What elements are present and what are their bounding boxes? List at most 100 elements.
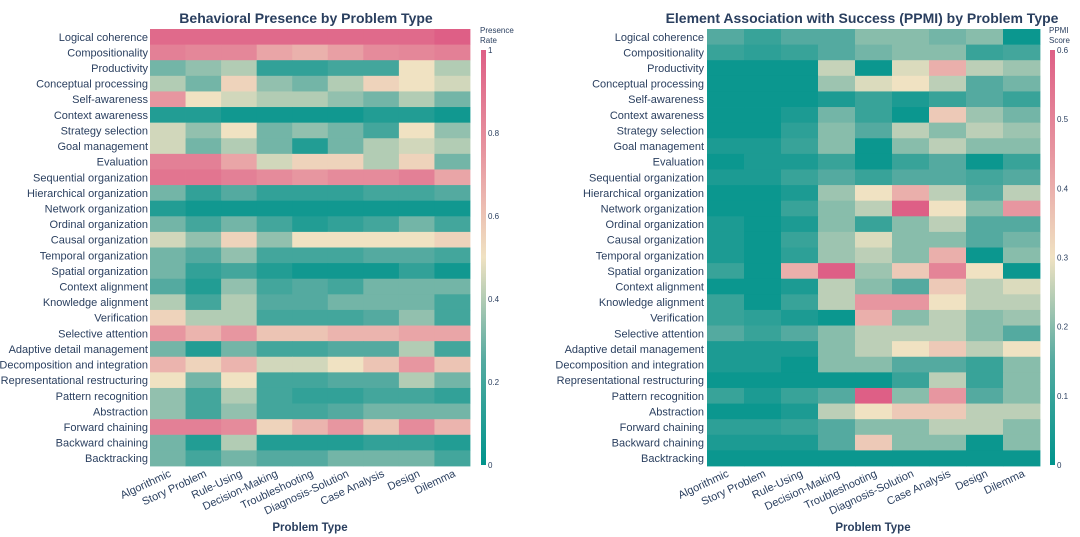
heatmap-cell: Hierarchical organization / Algorithmic:… <box>150 185 186 202</box>
heatmap-cell: Logical coherence / Rule-Using: 0.95 <box>221 29 258 46</box>
heatmap-cell: Backtracking / Algorithmic: 0.02 <box>707 450 745 467</box>
heatmap-cell: Adaptive detail management / Algorithmic… <box>150 341 186 358</box>
heatmap-cell: Backtracking / Troubleshooting: 0.02 <box>855 450 893 467</box>
heatmap-cell: Strategy selection / Story Problem: 0.35 <box>185 122 222 139</box>
row-tick-label: Goal management <box>58 141 149 153</box>
heatmap-cell: Backward chaining / Story Problem: 0.1 <box>185 434 222 451</box>
heatmap-cell: Spatial organization / Rule-Using: 0.2 <box>221 263 258 280</box>
heatmap-cell: Knowledge alignment / Diagnosis-Solution… <box>892 294 930 311</box>
heatmap-cell: Backward chaining / Story Problem: 0.05 <box>744 434 782 451</box>
heatmap-cell: Evaluation / Design: 0.55 <box>398 153 435 170</box>
heatmap-cell: Representational restructuring / Trouble… <box>855 372 893 389</box>
heatmap-cell: Network organization / Dilemma: 0.45 <box>1003 200 1041 217</box>
heatmap-cell: Productivity / Decision-Making: 0.26 <box>818 60 856 77</box>
heatmap-cell: Pattern recognition / Case Analysis: 0.4… <box>929 387 967 404</box>
heatmap-cell: Strategy selection / Design: 0.5 <box>398 122 435 139</box>
heatmap-cell: Goal management / Case Analysis: 0.4 <box>363 138 400 155</box>
heatmap-cell: Decomposition and integration / Diagnosi… <box>892 356 930 373</box>
heatmap-cell: Abstraction / Troubleshooting: 0.2 <box>292 403 329 420</box>
heatmap-cell: Representational restructuring / Case An… <box>929 372 967 389</box>
heatmap-cell: Knowledge alignment / Algorithmic: 0.1 <box>707 294 745 311</box>
heatmap-cell: Temporal organization / Diagnosis-Soluti… <box>892 247 930 264</box>
row-tick-label: Spatial organization <box>51 266 148 278</box>
heatmap-cell: Knowledge alignment / Algorithmic: 0.4 <box>150 294 186 311</box>
heatmap-cell: Conceptual processing / Design: 0.5 <box>398 75 435 92</box>
heatmap-cell: Conceptual processing / Dilemma: 0.45 <box>434 75 471 92</box>
heatmap-cell: Context awareness / Design: 0.1 <box>398 107 435 124</box>
heatmap-cell: Knowledge alignment / Troubleshooting: 0… <box>855 294 893 311</box>
heatmap-cell: Representational restructuring / Rule-Us… <box>781 372 819 389</box>
heatmap-cell: Conceptual processing / Decision-Making:… <box>818 75 856 92</box>
heatmap-cell: Hierarchical organization / Rule-Using: … <box>221 185 258 202</box>
row-tick-label: Forward chaining <box>620 422 704 434</box>
heatmap-cell: Compositionality / Dilemma: 0.12 <box>1003 44 1041 61</box>
heatmap-cell: Abstraction / Decision-Making: 0.25 <box>818 403 856 420</box>
heatmap-cell: Context alignment / Troubleshooting: 0.2 <box>855 278 893 295</box>
heatmap-cell: Sequential organization / Dilemma: 0.7 <box>434 169 471 186</box>
heatmap-cell: Hierarchical organization / Dilemma: 0.2… <box>1003 185 1041 202</box>
heatmap-cell: Abstraction / Diagnosis-Solution: 0.25 <box>327 403 364 420</box>
row-tick-label: Pattern recognition <box>612 391 704 403</box>
row-tick-label: Adaptive detail management <box>9 344 148 356</box>
heatmap-cell: Context alignment / Design: 0.25 <box>966 278 1004 295</box>
heatmap-cell: Temporal organization / Case Analysis: 0… <box>363 247 400 264</box>
heatmap-cell: Forward chaining / Story Problem: 0.85 <box>185 419 222 436</box>
heatmap-cell: Self-awareness / Decision-Making: 0.05 <box>818 91 856 108</box>
heatmap-cell: Forward chaining / Rule-Using: 0.8 <box>221 419 258 436</box>
colorbar-title: Presence <box>480 26 514 35</box>
heatmap-cell: Causal organization / Dilemma: 0.18 <box>1003 231 1041 248</box>
row-tick-label: Forward chaining <box>64 422 148 434</box>
heatmap-cell: Hierarchical organization / Algorithmic:… <box>707 185 745 202</box>
heatmap-cell: Pattern recognition / Design: 0.2 <box>398 387 435 404</box>
heatmap-cell: Productivity / Troubleshooting: 0.15 <box>292 60 329 77</box>
heatmap-cell: Spatial organization / Design: 0.15 <box>398 263 435 280</box>
heatmap-cell: Productivity / Dilemma: 0.22 <box>1003 60 1041 77</box>
heatmap-cell: Forward chaining / Dilemma: 0.65 <box>434 419 471 436</box>
row-tick-label: Temporal organization <box>40 250 148 262</box>
heatmap-cell: Strategy selection / Algorithmic: 0.45 <box>150 122 186 139</box>
heatmap-cell: Conceptual processing / Algorithmic: 0.0… <box>707 75 745 92</box>
heatmap-cell: Backward chaining / Rule-Using: 0.4 <box>221 434 258 451</box>
heatmap-cell: Representational restructuring / Dilemma… <box>1003 372 1041 389</box>
row-tick-label: Selective attention <box>58 328 148 340</box>
heatmap-cell: Forward chaining / Rule-Using: 0.1 <box>781 419 819 436</box>
heatmap-cell: Verification / Case Analysis: 0.25 <box>929 309 967 326</box>
heatmap-cell: Productivity / Design: 0.25 <box>966 60 1004 77</box>
heatmap-cell: Productivity / Case Analysis: 0.4 <box>929 60 967 77</box>
heatmap-cell: Adaptive detail management / Algorithmic… <box>707 341 745 358</box>
heatmap-cell: Hierarchical organization / Diagnosis-So… <box>327 185 364 202</box>
heatmap-cell: Strategy selection / Design: 0.25 <box>966 122 1004 139</box>
heatmap-cell: Logical coherence / Algorithmic: 0.95 <box>150 29 186 46</box>
heatmap-cell: Backtracking / Decision-Making: 0.02 <box>818 450 856 467</box>
heatmap-cell: Evaluation / Diagnosis-Solution: 0.55 <box>327 153 364 170</box>
heatmap-cell: Compositionality / Story Problem: 0.08 <box>744 44 782 61</box>
row-tick-label: Productivity <box>91 63 148 75</box>
heatmap-cell: Abstraction / Design: 0.25 <box>966 403 1004 420</box>
heatmap-cell: Logical coherence / Design: 0.95 <box>398 29 435 46</box>
heatmap-cell: Pattern recognition / Dilemma: 0.15 <box>434 387 471 404</box>
heatmap-cell: Verification / Design: 0.2 <box>966 309 1004 326</box>
heatmap-cell: Temporal organization / Story Problem: 0… <box>744 247 782 264</box>
heatmap-cell: Spatial organization / Rule-Using: 0.4 <box>781 263 819 280</box>
heatmap-cell: Backward chaining / Diagnosis-Solution: … <box>327 434 364 451</box>
heatmap-cell: Verification / Algorithmic: 0.55 <box>150 309 186 326</box>
heatmap-cell: Decomposition and integration / Story Pr… <box>185 356 222 373</box>
heatmap-cell: Selective attention / Troubleshooting: 0… <box>855 325 893 342</box>
heatmap-cell: Backtracking / Troubleshooting: 0.25 <box>292 450 329 467</box>
heatmap-cell: Logical coherence / Story Problem: 0.1 <box>744 29 782 46</box>
heatmap-cell: Conceptual processing / Rule-Using: 0.55 <box>221 75 258 92</box>
heatmap-cell: Causal organization / Case Analysis: 0.5 <box>363 231 400 248</box>
heatmap-cell: Decomposition and integration / Dilemma:… <box>1003 356 1041 373</box>
heatmap-cell: Compositionality / Rule-Using: 0.1 <box>781 44 819 61</box>
heatmap-cell: Sequential organization / Algorithmic: 0… <box>150 169 186 186</box>
heatmap-cell: Selective attention / Algorithmic: 0.15 <box>707 325 745 342</box>
heatmap-cell: Productivity / Decision-Making: 0.15 <box>256 60 293 77</box>
heatmap-cell: Context awareness / Case Analysis: 0.1 <box>363 107 400 124</box>
column-tick-label: Dilemma <box>982 467 1027 497</box>
heatmap-cell: Selective attention / Design: 0.7 <box>398 325 435 342</box>
row-tick-label: Ordinal organization <box>606 219 704 231</box>
heatmap-cell: Spatial organization / Algorithmic: 0.3 <box>150 263 186 280</box>
heatmap-cell: Network organization / Story Problem: 0.… <box>744 200 782 217</box>
heatmap-cell: Representational restructuring / Algorit… <box>707 372 745 389</box>
heatmap-cell: Compositionality / Decision-Making: 0.15 <box>818 44 856 61</box>
